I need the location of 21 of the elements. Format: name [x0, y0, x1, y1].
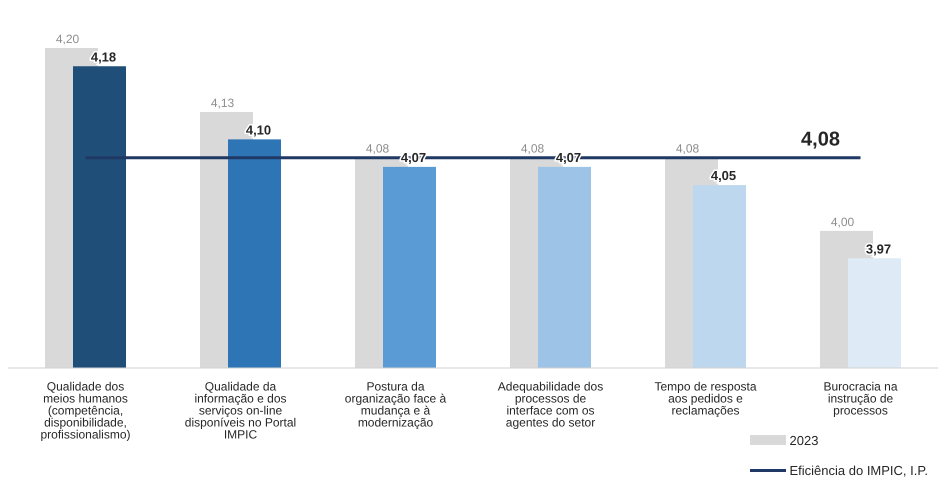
x-tick-label: Postura da organização face à mudança e à modernização [344, 380, 447, 430]
data-label: 4,08 [520, 142, 544, 156]
data-label: 4,08 [801, 128, 840, 151]
data-label: 4,07 [556, 150, 582, 165]
data-label: 4,13 [210, 96, 234, 110]
data-label: 4,07 [400, 150, 426, 165]
data-label: 4,05 [710, 168, 736, 184]
data-label: 4,10 [246, 122, 272, 138]
data-label: 4,00 [830, 214, 854, 229]
legend-label: 2023 [790, 432, 818, 448]
data-label: 4,08 [366, 142, 390, 156]
x-tick-label: Qualidade dos meios humanos (competência, disponibilidade, profissionalismo) [40, 380, 131, 442]
x-tick-label: Adequabilidade dos processos de interface com os agentes do setor [498, 380, 604, 430]
data-label: 4,08 [676, 142, 700, 156]
data-label: 3,97 [866, 241, 892, 256]
data-label: 4,18 [90, 49, 116, 64]
x-tick-label: Burocracia na instrução de processos [823, 380, 898, 418]
x-tick-label: Qualidade da informação e dos serviços on-line disponíveis no Portal IMPIC [184, 380, 296, 442]
data-label: 4,20 [56, 32, 80, 46]
legend-label: Eficiência do IMPIC, I.P. [790, 462, 928, 478]
x-tick-label: Tempo de resposta aos pedidos e reclamações [654, 380, 757, 418]
